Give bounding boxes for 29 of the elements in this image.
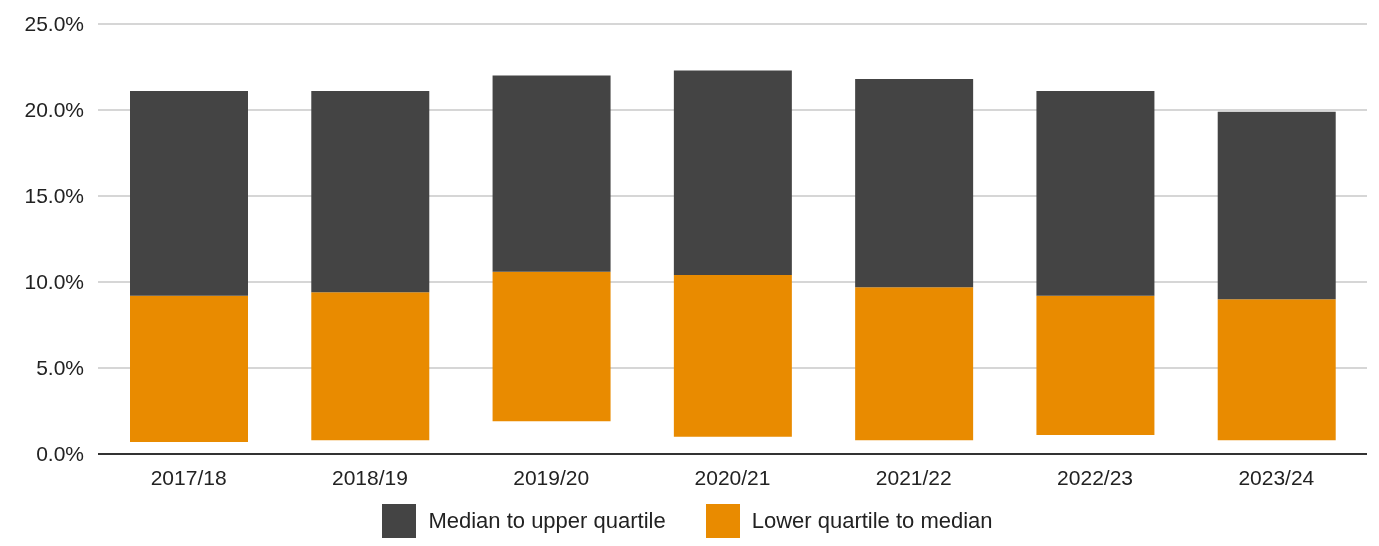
y-tick-label: 25.0%	[24, 12, 84, 36]
bar	[1036, 91, 1155, 296]
bar	[673, 70, 792, 276]
y-tick-label: 0.0%	[36, 442, 84, 466]
x-tick-label: 2023/24	[1238, 465, 1315, 489]
y-tick-label: 15.0%	[24, 184, 84, 208]
x-tick-label: 2019/20	[513, 465, 590, 489]
bar	[1217, 299, 1336, 441]
y-tick-label: 10.0%	[24, 270, 84, 294]
bar	[1036, 295, 1155, 436]
bar	[855, 79, 974, 288]
x-tick-label: 2021/22	[875, 465, 952, 489]
bar	[130, 295, 248, 442]
bar	[311, 91, 430, 293]
x-tick-label: 2022/23	[1057, 465, 1134, 489]
bar	[311, 292, 430, 441]
bar	[492, 75, 611, 272]
x-tick-label: 2017/18	[150, 465, 227, 489]
bar	[130, 91, 248, 296]
y-tick-label: 5.0%	[36, 356, 84, 380]
legend-label: Lower quartile to median	[751, 508, 993, 534]
legend-label: Median to upper quartile	[428, 508, 666, 534]
bar	[673, 275, 792, 437]
y-tick-label: 20.0%	[24, 98, 84, 122]
bar	[1217, 111, 1336, 300]
bar	[855, 287, 974, 441]
x-tick-label: 2020/21	[694, 465, 771, 489]
x-tick-label: 2018/19	[331, 465, 408, 489]
bar	[492, 271, 611, 422]
